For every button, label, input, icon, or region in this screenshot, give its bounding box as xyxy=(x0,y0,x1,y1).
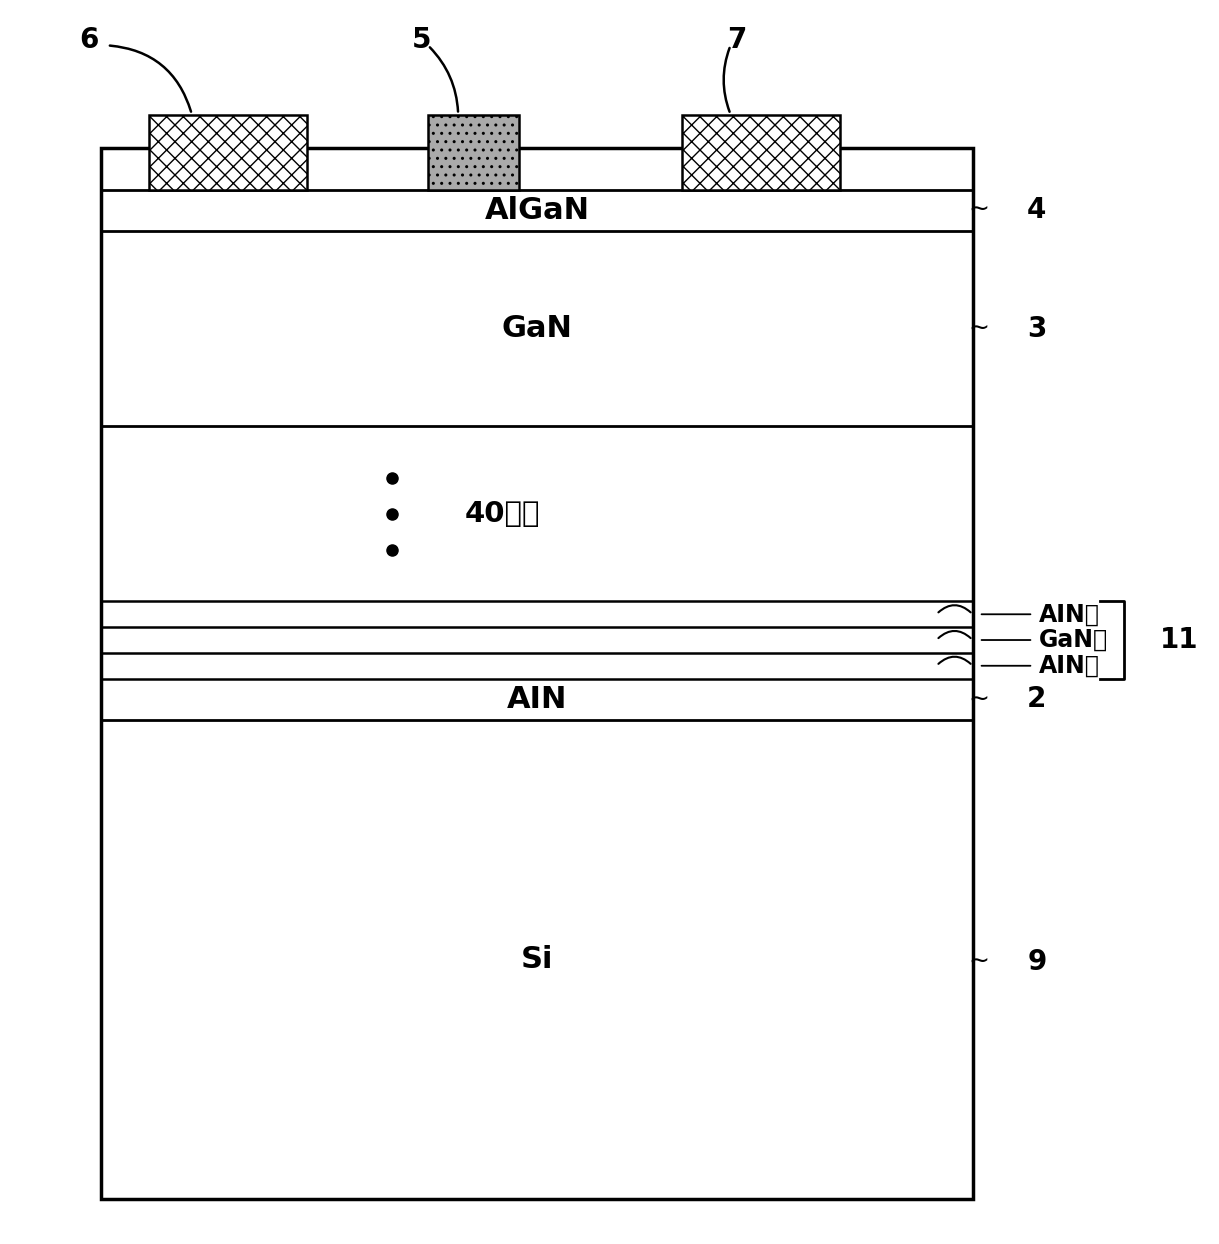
Bar xyxy=(150,116,307,189)
Text: 2: 2 xyxy=(1028,685,1047,713)
Text: 6: 6 xyxy=(79,26,99,55)
Text: 11: 11 xyxy=(1160,626,1198,654)
Bar xyxy=(428,116,519,189)
Text: 7: 7 xyxy=(727,26,746,55)
Text: 40周期: 40周期 xyxy=(464,500,540,527)
Text: AIN: AIN xyxy=(507,684,567,714)
Bar xyxy=(101,148,973,1199)
Text: ∼: ∼ xyxy=(968,198,990,223)
Text: ∼: ∼ xyxy=(968,950,990,974)
Bar xyxy=(683,116,840,189)
Text: AlGaN: AlGaN xyxy=(484,195,589,225)
Text: 3: 3 xyxy=(1028,315,1047,342)
Text: GaN层: GaN层 xyxy=(1040,628,1108,652)
Text: ∼: ∼ xyxy=(968,687,990,712)
Text: AIN层: AIN层 xyxy=(1040,602,1101,626)
Text: 4: 4 xyxy=(1028,197,1047,224)
Text: GaN: GaN xyxy=(501,313,572,343)
Text: ∼: ∼ xyxy=(968,316,990,341)
Text: AIN层: AIN层 xyxy=(1040,654,1101,678)
Text: 9: 9 xyxy=(1028,948,1046,975)
Text: 5: 5 xyxy=(412,26,432,55)
Text: Si: Si xyxy=(521,944,553,974)
